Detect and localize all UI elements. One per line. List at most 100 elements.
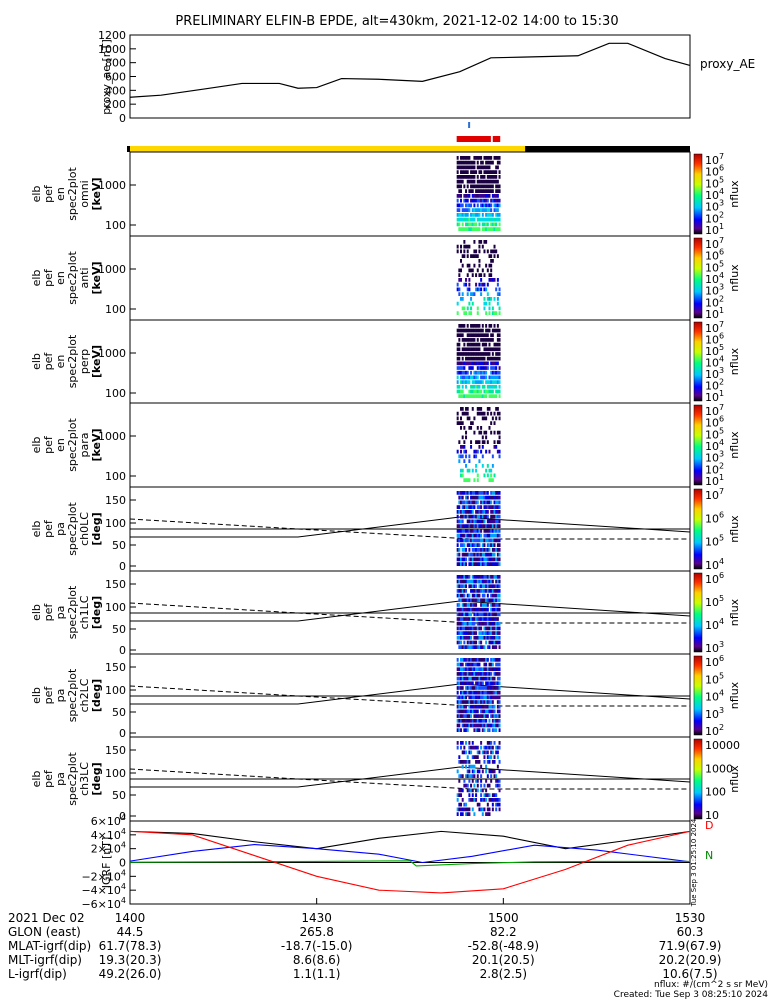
- spectrogram-cell: [461, 672, 464, 676]
- spectrogram-cell: [488, 524, 491, 528]
- spectrogram-cell: [470, 714, 473, 718]
- spectrogram-cell: [458, 222, 461, 227]
- spectrogram-cell: [465, 529, 468, 533]
- spectrogram-cell: [470, 562, 473, 566]
- spectrogram-cell: [490, 505, 493, 509]
- ae-ytick-label: 1200: [98, 29, 126, 42]
- spectrogram-cell: [470, 421, 473, 425]
- spectrogram-cell: [495, 389, 498, 394]
- spectrogram-cell: [491, 278, 494, 282]
- spectrogram-cell: [465, 589, 468, 593]
- spectrogram-cell: [496, 347, 499, 352]
- spectrogram-cell: [491, 728, 494, 732]
- colorbar-tick-label: 106: [705, 248, 724, 263]
- spectrogram-cell: [465, 449, 468, 454]
- spectrogram-cell: [470, 222, 473, 227]
- spectrogram-cell: [460, 156, 463, 160]
- spectrogram-cell: [491, 676, 494, 681]
- spectrogram-cell: [463, 491, 466, 495]
- spectrogram-cell: [460, 543, 463, 547]
- spectrogram-cell: [461, 658, 464, 662]
- spectrogram-cell: [493, 709, 496, 714]
- spectrogram-cell: [465, 217, 468, 222]
- spectrogram-cell: [480, 240, 483, 244]
- spectrogram-cell: [471, 562, 474, 566]
- spectrogram-cell: [490, 356, 493, 361]
- spectrogram-cell: [476, 704, 479, 709]
- spectrogram-cell: [471, 510, 474, 514]
- panel-ytick-label: 50: [112, 623, 126, 636]
- spectrogram-cell: [483, 793, 486, 797]
- spectrogram-cell: [488, 640, 491, 645]
- spectrogram-cell: [486, 579, 489, 584]
- spectrogram-cell: [471, 538, 474, 543]
- spectrogram-cell: [493, 667, 496, 672]
- spectrogram-cell: [498, 621, 501, 626]
- spectrogram-cell: [485, 491, 488, 495]
- spectrogram-cell: [490, 430, 493, 435]
- spectrogram-cell: [460, 640, 463, 645]
- spectrogram-cell: [483, 287, 486, 292]
- spectrogram-cell: [470, 500, 473, 505]
- spectrogram-cell: [483, 607, 486, 612]
- spectrogram-cell: [460, 621, 463, 626]
- spectrogram-cell: [481, 464, 484, 468]
- spectrogram-cell: [491, 543, 494, 547]
- spectrogram-cell: [488, 278, 491, 282]
- spectrogram-cell: [491, 384, 494, 389]
- spectrogram-cell: [478, 459, 481, 463]
- spectrogram-cell: [485, 389, 488, 394]
- spectrogram-cell: [460, 714, 463, 718]
- spectrogram-cell: [486, 589, 489, 593]
- spectrogram-cell: [481, 603, 484, 607]
- spectrogram-cell: [480, 273, 483, 277]
- spectrogram-cell: [498, 769, 501, 774]
- spectrogram-cell: [496, 690, 499, 695]
- spectrogram-cell: [485, 798, 488, 802]
- spectrogram-cell: [495, 370, 498, 375]
- spectrogram-cell: [480, 598, 483, 603]
- spectrogram-cell: [481, 709, 484, 714]
- spectrogram-cell: [498, 287, 501, 292]
- colorbar-tick-label: 103: [705, 366, 724, 381]
- spectrogram-cell: [458, 589, 461, 593]
- spectrogram-cell: [463, 459, 466, 463]
- spectrogram-cell: [458, 704, 461, 709]
- spectrogram-cell: [476, 500, 479, 505]
- spectrogram-cell: [498, 662, 501, 667]
- spectrogram-cell: [486, 548, 489, 552]
- spectrogram-cell: [495, 579, 498, 584]
- spectrogram-cell: [460, 165, 463, 170]
- spectrogram-cell: [480, 338, 483, 342]
- spectrogram-cell: [473, 755, 476, 759]
- spectrogram-cell: [483, 430, 486, 435]
- spectrogram-cell: [476, 179, 479, 184]
- spectrogram-cell: [491, 579, 494, 584]
- panel-ylabel-line: ch2LC: [78, 678, 91, 712]
- spectrogram-cell: [498, 802, 501, 807]
- spectrogram-cell: [463, 478, 466, 482]
- spectrogram-cell: [483, 755, 486, 759]
- spectrogram-cell: [471, 254, 474, 258]
- spectrogram-cell: [473, 783, 476, 788]
- spectrogram-cell: [473, 394, 476, 398]
- spectrogram-cell: [471, 584, 474, 589]
- spectrogram-cell: [470, 607, 473, 612]
- spectrogram-cell: [463, 505, 466, 509]
- spectrogram-cell: [495, 658, 498, 662]
- spectrogram-cell: [466, 603, 469, 607]
- panel-ylabel-line: elb: [30, 270, 43, 287]
- spectrogram-cell: [460, 213, 463, 217]
- spectrogram-cell: [486, 593, 489, 598]
- spectrogram-cell: [473, 254, 476, 258]
- spectrogram-cell: [481, 695, 484, 700]
- spectrogram-cell: [466, 714, 469, 718]
- colorbar: [693, 321, 703, 402]
- spectrogram-cell: [480, 495, 483, 500]
- spectrogram-cell: [463, 440, 466, 444]
- spectrogram-cell: [458, 672, 461, 676]
- spectrogram-cell: [476, 718, 479, 723]
- spectrogram-cell: [473, 160, 476, 165]
- spectrogram-cell: [491, 491, 494, 495]
- spectrogram-cell: [485, 617, 488, 621]
